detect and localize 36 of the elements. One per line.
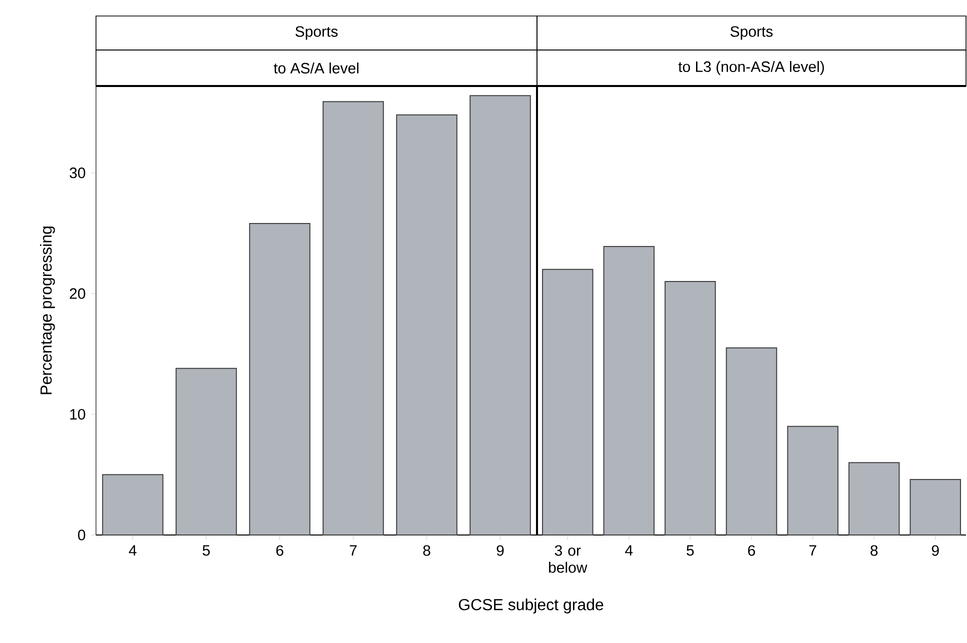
bar — [176, 368, 237, 536]
x-tick-label: 7 — [350, 545, 357, 556]
chart-title: Sports — [296, 26, 338, 40]
x-tick-label: 6 — [276, 545, 284, 556]
chart-title: Sports — [730, 26, 773, 40]
bar — [396, 114, 458, 536]
bar — [910, 478, 961, 536]
x-tick-label: 9 — [496, 545, 504, 556]
chart-subtitle: to AS/A level — [274, 62, 358, 74]
y-tick-label: 10 — [70, 408, 86, 420]
bar — [787, 426, 838, 536]
bar — [249, 223, 310, 536]
x-tick-label: 3 or below — [549, 545, 588, 573]
x-tick-label: 4 — [128, 545, 136, 556]
bar — [542, 268, 594, 536]
y-axis-title: Percentage progressing — [40, 226, 55, 394]
x-tick-label: 8 — [423, 545, 430, 556]
x-tick-label: 4 — [625, 545, 633, 556]
bar — [664, 281, 716, 536]
bar — [322, 101, 384, 536]
bar — [726, 347, 778, 536]
chart-subtitle: to L3 (non-AS/A level) — [678, 61, 824, 75]
y-tick-label: 30 — [70, 168, 86, 178]
y-tick-label: 0 — [78, 530, 86, 540]
bar — [603, 246, 655, 536]
bar — [848, 462, 900, 536]
bar — [102, 474, 164, 536]
x-tick-label: 5 — [202, 545, 210, 556]
y-tick-label: 20 — [70, 288, 86, 299]
x-tick-label: 7 — [809, 545, 816, 556]
x-axis-title: GCSE subject grade — [458, 598, 604, 614]
bar — [470, 95, 531, 536]
x-tick-label: 6 — [748, 545, 756, 556]
x-tick-label: 8 — [870, 545, 878, 556]
x-tick-label: 5 — [686, 545, 694, 556]
x-tick-label: 9 — [932, 545, 939, 556]
